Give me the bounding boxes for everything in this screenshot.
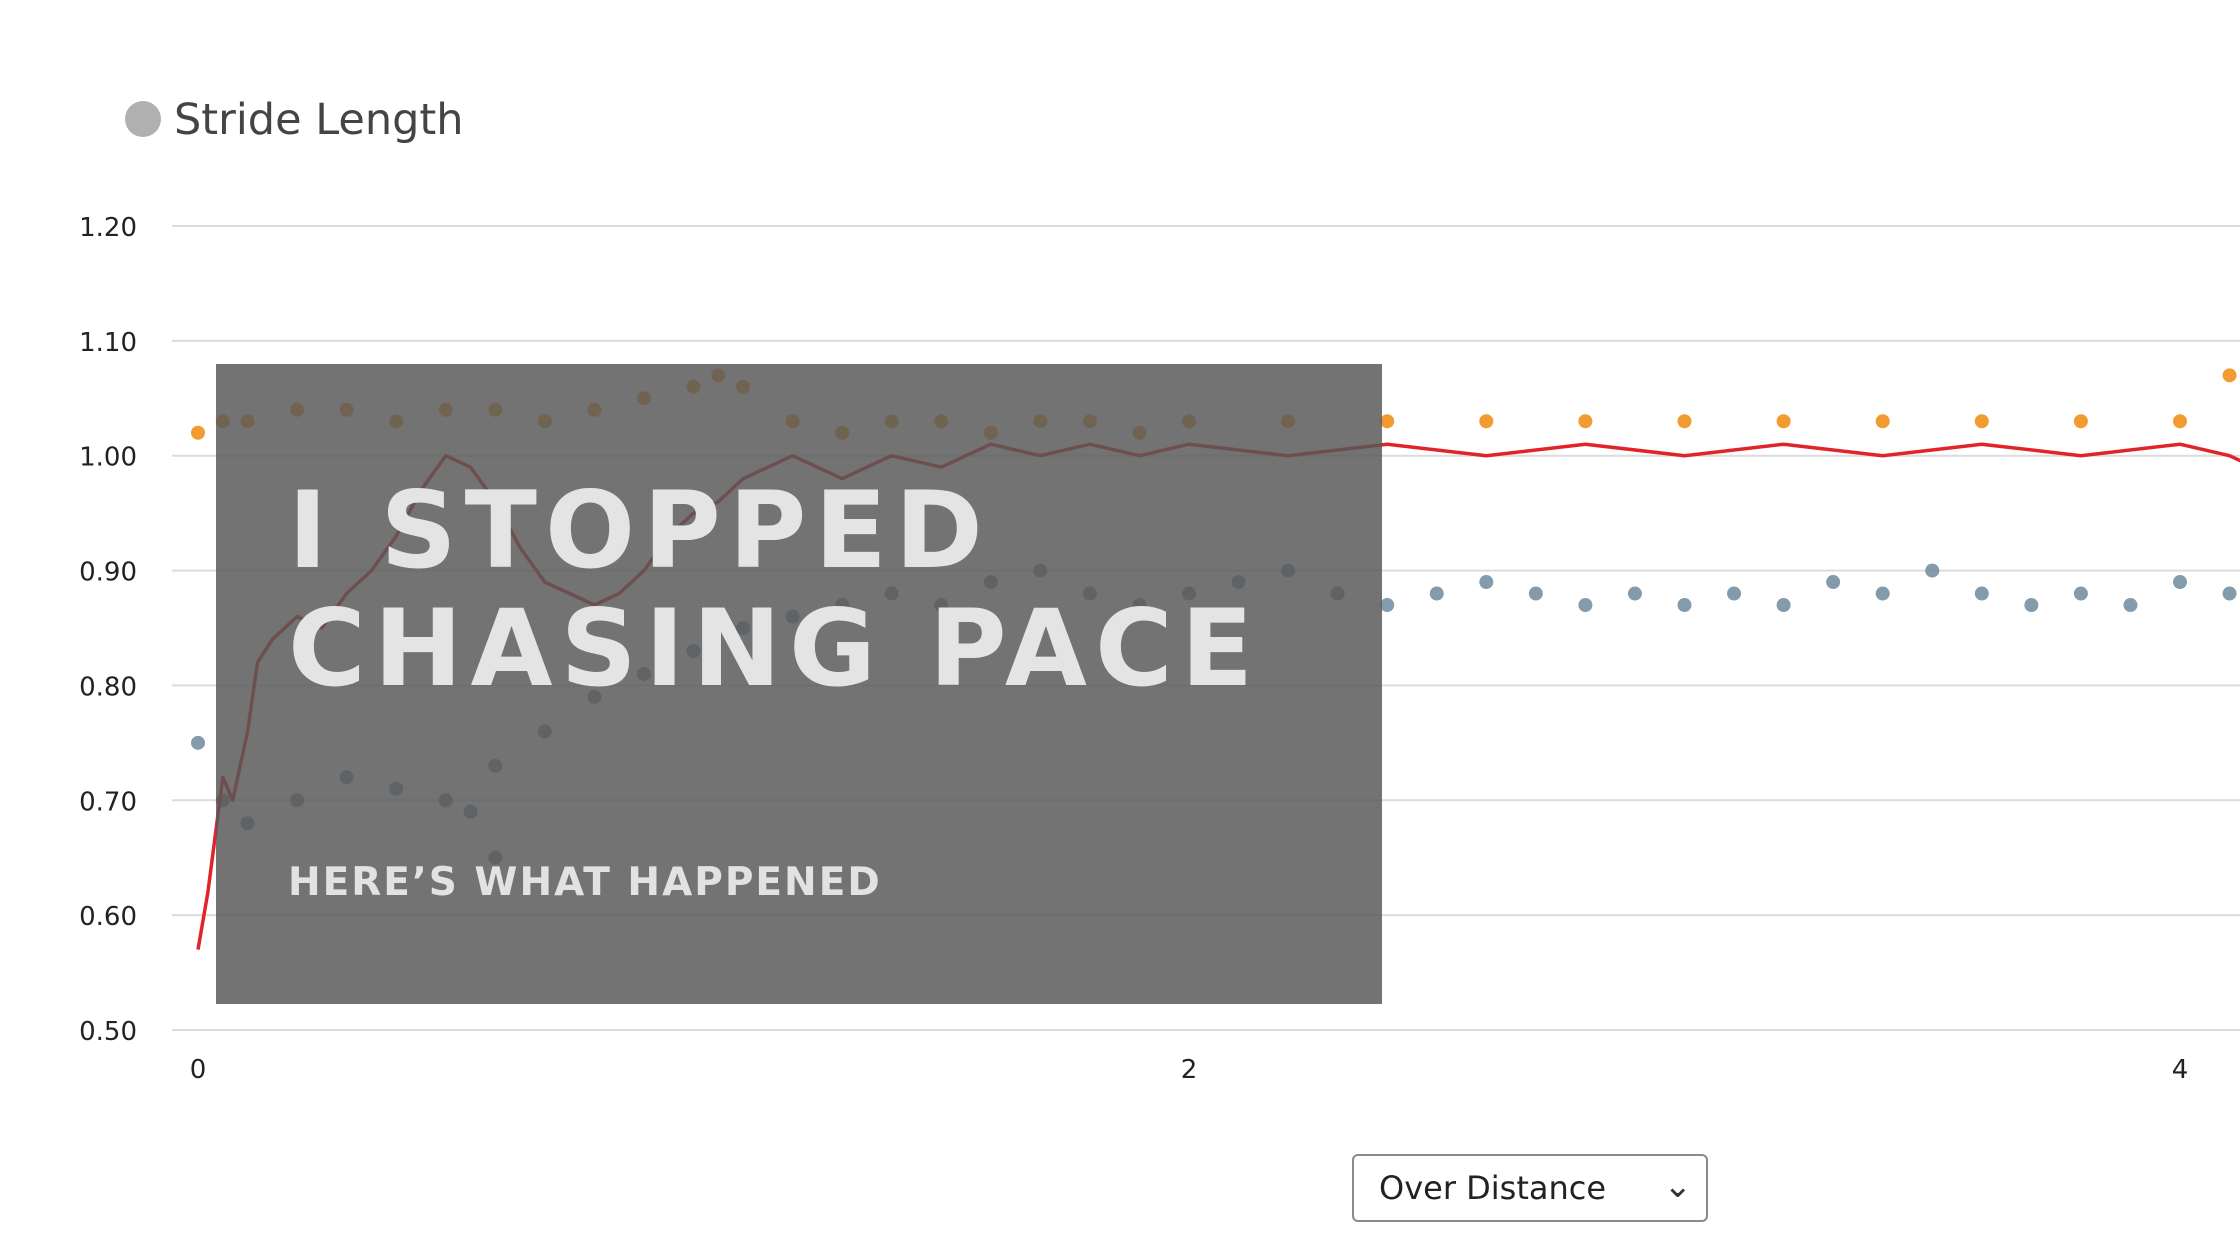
data-point [2123, 598, 2138, 613]
data-point [1677, 598, 1692, 613]
legend-label: Stride Length [174, 95, 464, 145]
data-point [1925, 563, 1940, 578]
data-point [1875, 586, 1890, 601]
headline-line-2: CHASING PACE [288, 587, 1262, 710]
x-tick-label: 4 [2172, 1055, 2189, 1085]
data-point [1974, 586, 1989, 601]
data-point [1776, 414, 1791, 429]
data-point [1380, 414, 1395, 429]
data-point [2173, 414, 2187, 429]
y-tick-label: 1.10 [79, 328, 137, 358]
y-tick-label: 0.70 [79, 787, 137, 817]
y-tick-label: 0.50 [79, 1017, 137, 1047]
y-tick-label: 0.80 [79, 672, 137, 702]
legend-marker [125, 101, 161, 137]
data-point [1578, 598, 1593, 613]
data-point [1578, 414, 1593, 429]
y-tick-label: 1.00 [79, 443, 137, 473]
y-tick-label: 1.20 [79, 213, 137, 243]
data-point [1677, 414, 1692, 429]
data-point [2073, 586, 2088, 601]
data-point [1627, 586, 1642, 601]
data-point [1776, 598, 1791, 613]
range-select-value: Over Distance [1379, 1169, 1607, 1207]
chevron-down-icon: ⌄ [1663, 1166, 1693, 1206]
data-point [1875, 414, 1890, 429]
chart-legend[interactable]: Stride Length [125, 95, 464, 145]
data-point [2222, 368, 2237, 383]
data-point [191, 425, 205, 440]
data-point [191, 735, 205, 750]
data-point [2222, 586, 2237, 601]
data-point [1727, 586, 1742, 601]
data-point [1380, 598, 1395, 613]
x-axis-ticks: 02468 [190, 1055, 2189, 1085]
data-point [1826, 575, 1841, 590]
x-tick-label: 2 [1181, 1055, 1198, 1085]
data-point [1479, 414, 1494, 429]
y-tick-label: 0.60 [79, 902, 137, 932]
data-point [2073, 414, 2088, 429]
headline-line-1: I STOPPED [288, 469, 991, 592]
data-point [1528, 586, 1543, 601]
x-tick-label: 0 [190, 1055, 207, 1085]
subheadline: HERE’S WHAT HAPPENED [288, 860, 882, 905]
headline: I STOPPED CHASING PACE [288, 472, 1261, 708]
title-overlay: I STOPPED CHASING PACE HERE’S WHAT HAPPE… [216, 364, 1382, 1004]
data-point [1429, 586, 1444, 601]
y-tick-label: 0.90 [79, 558, 137, 588]
data-point [1974, 414, 1989, 429]
range-select[interactable]: Over Distance ⌄ [1352, 1154, 1708, 1222]
data-point [2173, 575, 2187, 590]
data-point [2024, 598, 2039, 613]
y-axis-ticks: 1.20 1.10 1.00 0.90 0.80 0.70 0.60 0.50 [79, 213, 137, 1047]
data-point [1479, 575, 1494, 590]
